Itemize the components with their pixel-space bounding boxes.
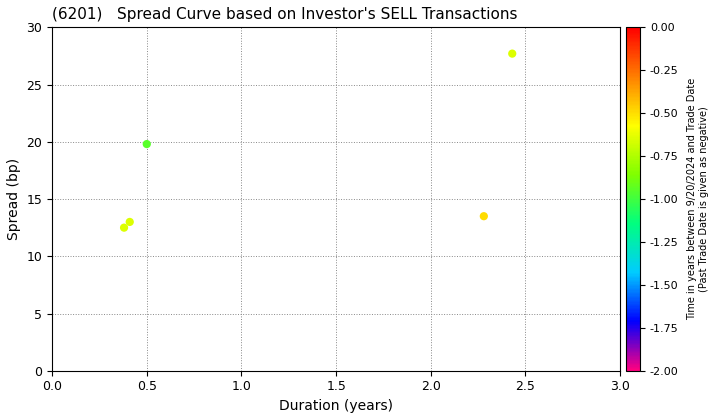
Point xyxy=(506,50,518,57)
Point xyxy=(141,141,153,147)
Y-axis label: Spread (bp): Spread (bp) xyxy=(7,158,21,240)
X-axis label: Duration (years): Duration (years) xyxy=(279,399,393,413)
Y-axis label: Time in years between 9/20/2024 and Trade Date
(Past Trade Date is given as nega: Time in years between 9/20/2024 and Trad… xyxy=(687,78,708,320)
Point xyxy=(478,213,490,220)
Point xyxy=(124,218,135,225)
Point xyxy=(118,224,130,231)
Text: (6201)   Spread Curve based on Investor's SELL Transactions: (6201) Spread Curve based on Investor's … xyxy=(52,7,518,22)
